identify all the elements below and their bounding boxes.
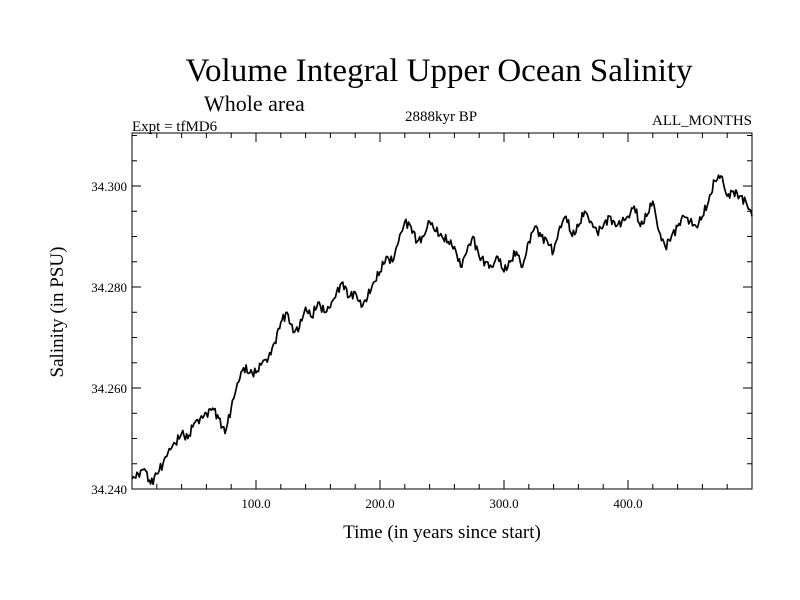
x-tick-label: 300.0 — [489, 496, 518, 511]
experiment-label: Expt = tfMD6 — [132, 119, 218, 135]
months-label: ALL_MONTHS — [652, 113, 752, 129]
y-tick-labels: 34.240 34.260 34.280 34.300 — [91, 179, 127, 497]
y-tick-label: 34.240 — [91, 482, 127, 497]
y-tick-label: 34.280 — [91, 280, 127, 295]
x-tick-label: 400.0 — [613, 496, 642, 511]
period-label: 2888kyr BP — [405, 109, 477, 125]
x-tick-label: 200.0 — [365, 496, 394, 511]
chart-subtitle: Whole area — [204, 91, 305, 116]
x-tick-label: 100.0 — [241, 496, 270, 511]
x-axis-label: Time (in years since start) — [343, 522, 541, 543]
salinity-series-line — [131, 174, 753, 486]
axis-ticks — [132, 133, 752, 490]
plot-frame — [131, 132, 753, 490]
x-tick-labels: 100.0 200.0 300.0 400.0 — [241, 496, 642, 511]
y-tick-label: 34.260 — [91, 381, 127, 396]
chart-title: Volume Integral Upper Ocean Salinity — [185, 53, 693, 89]
y-tick-label: 34.300 — [91, 179, 127, 194]
y-axis-label: Salinity (in PSU) — [47, 247, 68, 378]
